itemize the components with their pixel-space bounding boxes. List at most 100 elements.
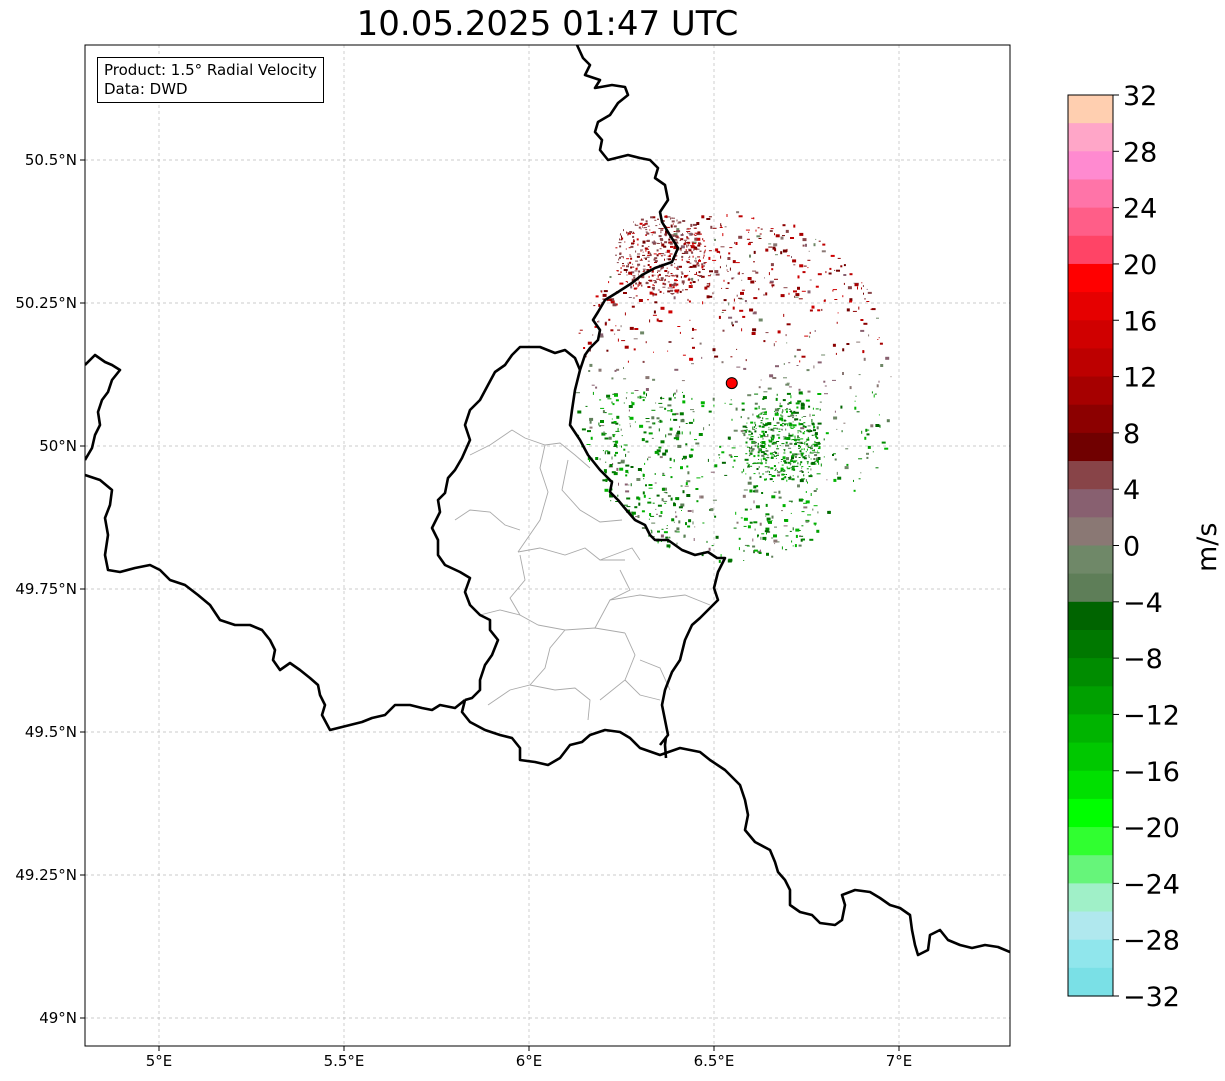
- echo-pixel: [786, 437, 791, 440]
- echo-pixel: [792, 421, 794, 423]
- echo-pixel: [648, 484, 653, 486]
- echo-pixel: [756, 485, 759, 488]
- echo-pixel: [800, 403, 805, 407]
- echo-pixel: [660, 511, 663, 514]
- echo-pixel: [660, 306, 665, 310]
- echo-pixel: [748, 449, 750, 452]
- echo-pixel: [745, 441, 748, 444]
- echo-pixel: [750, 436, 754, 438]
- echo-pixel: [653, 253, 657, 255]
- echo-pixel: [817, 448, 820, 449]
- echo-pixel: [629, 231, 633, 233]
- echo-pixel: [684, 242, 686, 245]
- echo-pixel: [641, 284, 643, 287]
- echo-pixel: [790, 427, 794, 429]
- echo-pixel: [786, 466, 788, 469]
- echo-pixel: [668, 242, 669, 244]
- echo-pixel: [749, 489, 753, 493]
- echo-pixel: [743, 468, 745, 472]
- echo-pixel: [690, 448, 694, 451]
- radar-site-marker[interactable]: [725, 377, 738, 390]
- echo-pixel: [639, 222, 643, 225]
- echo-pixel: [798, 457, 801, 458]
- echo-pixel: [762, 396, 767, 400]
- echo-pixel: [860, 329, 865, 332]
- echo-pixel: [771, 495, 776, 499]
- echo-pixel: [694, 232, 698, 234]
- echo-pixel: [637, 515, 640, 518]
- echo-pixel: [633, 287, 637, 290]
- echo-pixel: [802, 538, 805, 541]
- echo-pixel: [751, 441, 753, 443]
- echo-pixel: [613, 393, 618, 394]
- echo-pixel: [682, 490, 685, 494]
- lat-tick-label: 50.25°N: [15, 294, 77, 312]
- echo-pixel: [824, 393, 828, 395]
- echo-pixel: [635, 516, 639, 518]
- echo-pixel: [630, 511, 634, 515]
- echo-pixel: [743, 560, 745, 561]
- echo-pixel: [608, 413, 613, 415]
- echo-pixel: [715, 535, 719, 539]
- echo-pixel: [765, 527, 770, 531]
- echo-pixel: [807, 514, 812, 516]
- echo-pixel: [790, 414, 795, 417]
- echo-pixel: [703, 240, 705, 242]
- echo-pixel: [768, 427, 770, 429]
- echo-pixel: [689, 319, 691, 321]
- echo-pixel: [774, 412, 779, 416]
- echo-pixel: [656, 249, 659, 252]
- echo-pixel: [788, 292, 790, 295]
- echo-pixel: [675, 531, 680, 533]
- echo-pixel: [786, 408, 788, 410]
- echo-pixel: [643, 391, 646, 395]
- echo-pixel: [803, 265, 807, 267]
- echo-pixel: [686, 238, 690, 240]
- echo-pixel: [620, 461, 625, 464]
- echo-pixel: [659, 279, 662, 281]
- echo-pixel: [772, 377, 777, 379]
- echo-pixel: [873, 394, 875, 398]
- echo-pixel: [799, 535, 804, 537]
- echo-pixel: [621, 237, 624, 240]
- echo-pixel: [757, 425, 759, 427]
- echo-pixel: [680, 250, 682, 252]
- echo-pixel: [783, 313, 785, 317]
- echo-pixel: [660, 268, 662, 271]
- echo-pixel: [807, 471, 809, 473]
- echo-pixel: [813, 490, 817, 492]
- echo-pixel: [799, 445, 801, 448]
- echo-pixel: [783, 452, 786, 454]
- echo-pixel: [760, 451, 765, 454]
- echo-pixel: [664, 283, 667, 286]
- echo-pixel: [699, 242, 701, 244]
- echo-pixel: [581, 428, 586, 431]
- echo-pixel: [618, 242, 622, 244]
- echo-pixel: [624, 312, 626, 316]
- echo-pixel: [811, 444, 813, 446]
- echo-pixel: [762, 457, 766, 460]
- echo-pixel: [647, 286, 651, 288]
- echo-pixel: [628, 484, 630, 486]
- echo-pixel: [638, 502, 641, 506]
- echo-pixel: [753, 311, 757, 313]
- echo-pixel: [804, 431, 806, 432]
- echo-pixel: [682, 394, 685, 398]
- echo-pixel: [655, 402, 657, 404]
- echo-pixel: [645, 440, 649, 443]
- echo-pixel: [676, 389, 678, 393]
- echo-pixel: [811, 419, 813, 422]
- echo-pixel: [667, 281, 670, 283]
- echo-pixel: [669, 241, 672, 244]
- echo-pixel: [803, 422, 806, 424]
- echo-pixel: [750, 280, 755, 284]
- echo-pixel: [780, 424, 782, 426]
- echo-pixel: [732, 306, 735, 310]
- echo-pixel: [668, 258, 671, 261]
- echo-pixel: [620, 233, 621, 236]
- echo-pixel: [691, 241, 694, 243]
- echo-pixel: [744, 429, 746, 433]
- echo-pixel: [609, 276, 612, 278]
- echo-pixel: [696, 263, 698, 266]
